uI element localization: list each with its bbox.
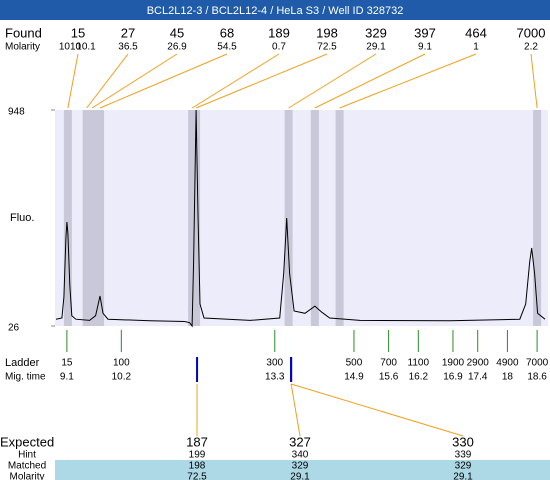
expected-hint: 339	[455, 450, 472, 461]
found-size: 329	[365, 25, 387, 40]
mig-time-label: Mig. time	[5, 372, 46, 383]
found-molarity: 36.5	[118, 42, 138, 53]
expected-link	[290, 383, 464, 437]
expected-hint: 199	[189, 450, 206, 461]
ladder-time: 13.3	[265, 372, 285, 383]
ladder-size: 500	[346, 358, 363, 369]
peak-link	[99, 53, 228, 109]
found-molarity: 26.9	[167, 42, 187, 53]
found-label: Found	[5, 25, 42, 40]
ladder-size: 1100	[408, 358, 430, 369]
found-size: 27	[121, 25, 135, 40]
peak-band	[82, 110, 91, 326]
ladder-time: 18.6	[527, 372, 547, 383]
ladder-size: 4900	[496, 358, 519, 369]
found-molarity: 9.1	[418, 42, 432, 53]
expected-matched: 329	[455, 461, 472, 472]
found-size: 464	[465, 25, 487, 40]
y-label: Fluo.	[10, 212, 34, 224]
ladder-time: 16.9	[443, 372, 463, 383]
ladder-size: 100	[113, 358, 130, 369]
peak-band	[96, 110, 105, 326]
ladder-time: 15.6	[379, 372, 399, 383]
molarity-label: Molarity	[5, 42, 40, 53]
row-label: Matched	[8, 461, 46, 472]
found-size: 189	[268, 25, 290, 40]
expected-molarity: 29.1	[290, 472, 310, 480]
peak-link	[91, 53, 178, 109]
peak-link	[191, 53, 280, 109]
peak-link	[86, 53, 129, 109]
peak-link	[288, 53, 377, 109]
ladder-time: 16.2	[409, 372, 429, 383]
expected-expected: 327	[289, 434, 311, 449]
expected-molarity: 72.5	[187, 472, 207, 480]
peak-band	[335, 110, 344, 326]
ladder-size: 15	[61, 358, 73, 369]
found-molarity: 0.7	[272, 42, 286, 53]
expected-matched: 329	[292, 461, 309, 472]
expected-link	[290, 383, 301, 437]
expected-expected: 330	[452, 434, 474, 449]
peak-band	[88, 110, 97, 326]
row-label: Molarity	[9, 472, 44, 480]
found-molarity: 72.5	[317, 42, 337, 53]
found-size: 45	[170, 25, 184, 40]
expected-molarity: 29.1	[453, 472, 473, 480]
matched-band	[55, 460, 550, 480]
found-molarity: 1010	[59, 42, 82, 53]
peak-link	[67, 53, 79, 109]
found-molarity: 10.1	[76, 42, 96, 53]
ladder-size: 1900	[442, 358, 465, 369]
found-size: 7000	[517, 25, 546, 40]
row-label: Hint	[18, 450, 36, 461]
ladder-label: Ladder	[5, 357, 40, 369]
expected-hint: 340	[292, 450, 309, 461]
peak-band	[192, 110, 201, 326]
ladder-size: 700	[380, 358, 397, 369]
peak-band	[533, 110, 542, 326]
ladder-size: 300	[266, 358, 283, 369]
peak-link	[195, 53, 328, 109]
found-size: 68	[220, 25, 234, 40]
found-molarity: 54.5	[217, 42, 237, 53]
peak-link	[339, 53, 477, 109]
found-size: 15	[71, 25, 85, 40]
ladder-time: 9.1	[60, 372, 74, 383]
found-molarity: 29.1	[366, 42, 386, 53]
title: BCL2L12-3 / BCL2L12-4 / HeLa S3 / Well I…	[147, 5, 404, 17]
ladder-time: 17.4	[468, 372, 488, 383]
title-bar	[0, 0, 550, 20]
ladder-size: 7000	[526, 358, 549, 369]
plot-area	[55, 110, 548, 326]
y-tick-label: 948	[8, 107, 25, 118]
peak-band	[63, 110, 72, 326]
peak-link	[314, 53, 426, 109]
y-tick-label: 26	[8, 323, 20, 334]
found-molarity: 1	[473, 42, 479, 53]
ladder-time: 18	[502, 372, 514, 383]
peak-band	[310, 110, 319, 326]
trace	[55, 109, 546, 328]
found-size: 397	[414, 25, 436, 40]
ladder-time: 14.9	[344, 372, 364, 383]
expected-marker	[290, 357, 293, 382]
ladder-time: 10.2	[112, 372, 132, 383]
peak-band	[284, 110, 293, 326]
peak-link	[530, 53, 538, 109]
expected-matched: 198	[189, 461, 206, 472]
ladder-size: 2900	[467, 358, 490, 369]
found-size: 198	[316, 25, 338, 40]
found-molarity: 2.2	[524, 42, 538, 53]
expected-marker	[196, 357, 199, 382]
row-label: Expected	[0, 434, 54, 449]
expected-expected: 187	[186, 434, 208, 449]
